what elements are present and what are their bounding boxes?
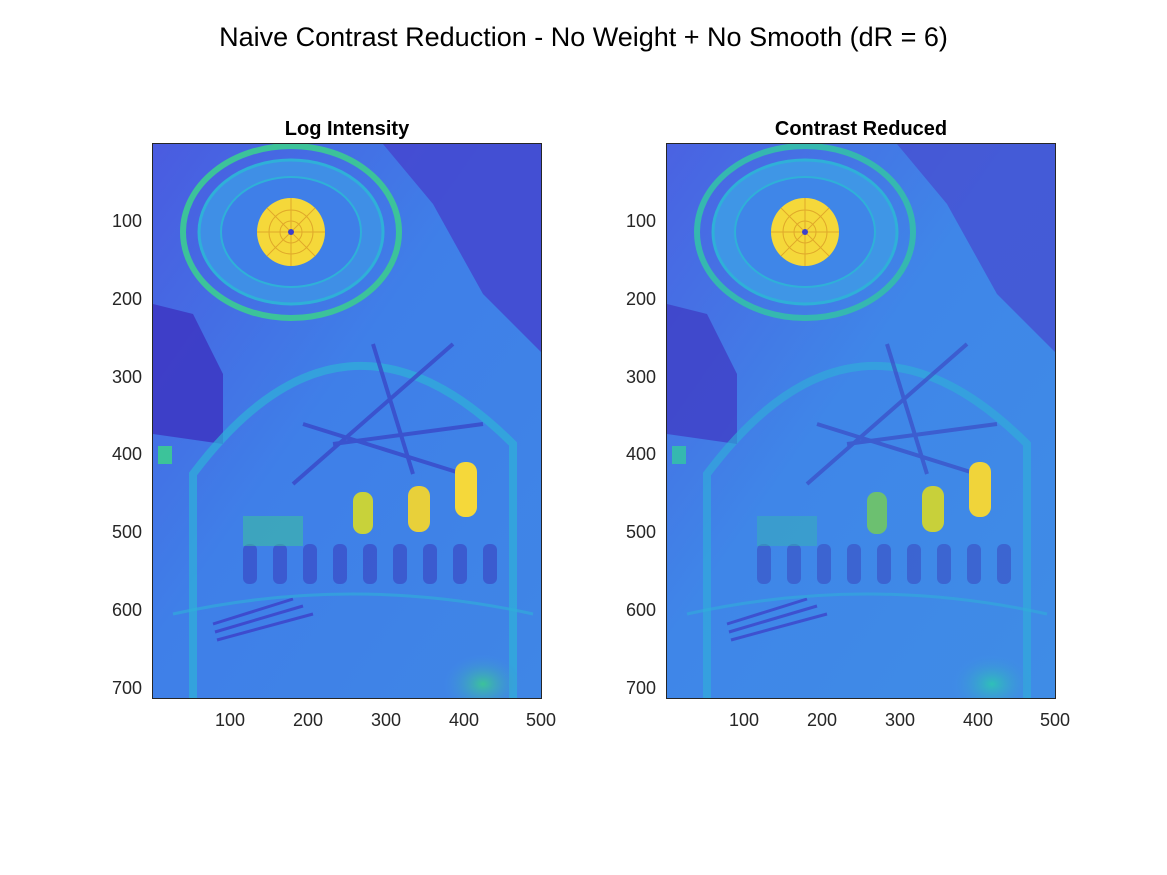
ytick-label: 300 <box>92 367 142 388</box>
figure-title: Naive Contrast Reduction - No Weight + N… <box>0 22 1167 53</box>
ytick-label: 700 <box>606 678 656 699</box>
xtick-label: 400 <box>439 710 489 731</box>
ytick-label: 100 <box>606 211 656 232</box>
image-log-intensity <box>153 144 542 699</box>
xtick-label: 300 <box>875 710 925 731</box>
subplot-title-left: Log Intensity <box>152 118 542 141</box>
image-axes-left <box>152 143 542 699</box>
ytick-label: 300 <box>606 367 656 388</box>
ytick-label: 200 <box>606 289 656 310</box>
xtick-label: 100 <box>205 710 255 731</box>
xtick-label: 200 <box>283 710 333 731</box>
ytick-label: 500 <box>606 522 656 543</box>
ytick-label: 400 <box>606 444 656 465</box>
subplot-title-right: Contrast Reduced <box>666 118 1056 141</box>
image-axes-right <box>666 143 1056 699</box>
xtick-label: 300 <box>361 710 411 731</box>
xtick-label: 400 <box>953 710 1003 731</box>
ytick-label: 500 <box>92 522 142 543</box>
xtick-label: 500 <box>1030 710 1080 731</box>
image-contrast-reduced <box>667 144 1056 699</box>
xtick-label: 500 <box>516 710 566 731</box>
ytick-label: 200 <box>92 289 142 310</box>
ytick-label: 100 <box>92 211 142 232</box>
ytick-label: 700 <box>92 678 142 699</box>
ytick-label: 400 <box>92 444 142 465</box>
ytick-label: 600 <box>92 600 142 621</box>
xtick-label: 100 <box>719 710 769 731</box>
ytick-label: 600 <box>606 600 656 621</box>
xtick-label: 200 <box>797 710 847 731</box>
